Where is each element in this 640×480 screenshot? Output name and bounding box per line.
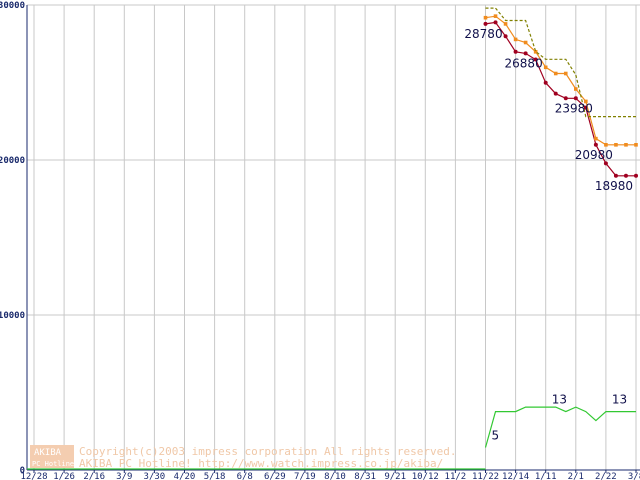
x-tick-label: 12/28 [20, 472, 47, 480]
series-0-point [513, 49, 518, 54]
series-0-point [543, 80, 548, 85]
series-0-point [523, 51, 528, 56]
series-0-point [563, 96, 568, 101]
series-line-3 [484, 406, 636, 448]
x-tick-label: 1/11 [535, 472, 557, 480]
y-tick-label: 0 [20, 466, 25, 476]
series-1-point [533, 50, 538, 54]
data-label: 18980 [595, 179, 633, 193]
x-tick-label: 8/31 [354, 472, 376, 480]
series-0-point [483, 21, 488, 26]
x-tick-label: 4/20 [174, 472, 196, 480]
logo-block [30, 445, 74, 468]
series-1-point [563, 71, 568, 76]
series-1-point [493, 14, 498, 18]
series-line-1 [485, 15, 636, 146]
x-tick-label: 3/9 [116, 472, 132, 480]
series-1-point [483, 15, 488, 20]
data-label: 26880 [505, 56, 543, 70]
y-tick-label: 30000 [0, 1, 25, 11]
axes [26, 5, 640, 471]
series-line-0 [485, 21, 636, 177]
series-1-point [553, 71, 558, 76]
x-tick-label: 10/12 [412, 472, 439, 480]
data-labels: 28780 26880 23980 20980 18980 5 13 13 [464, 27, 633, 443]
data-label: 13 [552, 393, 567, 407]
x-tick-label: 11/2 [445, 472, 467, 480]
y-tick-label: 10000 [0, 311, 25, 321]
series-0-point [503, 34, 508, 39]
series-0-point [613, 173, 618, 178]
data-label: 23980 [555, 101, 593, 115]
series-1-point [624, 143, 628, 147]
logo-bottom-text: PC Hotline! [32, 460, 78, 468]
logo-top-text: AKIBA [34, 448, 62, 458]
series-0-point [634, 173, 638, 178]
series-0-point [493, 20, 498, 25]
x-tick-label: 9/21 [384, 472, 406, 480]
x-tick-label: 2/16 [83, 472, 105, 480]
series-0-point [573, 96, 578, 101]
series-0-point [603, 161, 608, 166]
series-0-point [553, 91, 558, 96]
data-label: 13 [612, 393, 627, 407]
x-tick-label: 8/10 [324, 472, 346, 480]
series-layer [27, 7, 638, 470]
x-tick-label: 5/18 [204, 472, 226, 480]
series-1-point [614, 143, 618, 147]
data-label: 20980 [575, 148, 613, 162]
series-0-point [623, 173, 628, 178]
copyright-text: Copyright(c)2003 impress corporation All… [79, 445, 457, 458]
series-1-point [584, 99, 588, 104]
series-1-point [503, 22, 508, 26]
series-0-point [533, 57, 538, 62]
series-1-point [594, 136, 598, 141]
x-tick-label: 1/26 [53, 472, 75, 480]
series-1-point [543, 65, 548, 70]
series-1-point [634, 143, 638, 147]
data-label: 28780 [464, 27, 502, 41]
series-0-point [593, 142, 598, 147]
x-tick-label: 2/22 [595, 472, 617, 480]
data-label: 5 [492, 429, 500, 443]
series-line-2 [485, 7, 636, 118]
series-1-point [574, 87, 578, 91]
grid [27, 4, 640, 470]
y-tick-label: 20000 [0, 156, 25, 166]
watermark: AKIBA PC Hotline! Copyright(c)2003 impre… [30, 445, 457, 470]
series-1-point [513, 37, 518, 42]
x-tick-label: 12/14 [502, 472, 529, 480]
site-url-text: AKIBA PC Hotline! http://www.watch.impre… [79, 457, 443, 470]
x-tick-label: 6/29 [264, 472, 286, 480]
x-tick-label: 3/30 [144, 472, 166, 480]
series-1-point [604, 143, 608, 147]
series-1-point [523, 40, 528, 45]
x-tick-label: 11/22 [472, 472, 499, 480]
x-tick-label: 2/1 [568, 472, 584, 480]
x-tick-label: 3/8 [628, 472, 640, 480]
x-tick-label: 6/8 [237, 472, 253, 480]
x-tick-label: 7/19 [294, 472, 316, 480]
